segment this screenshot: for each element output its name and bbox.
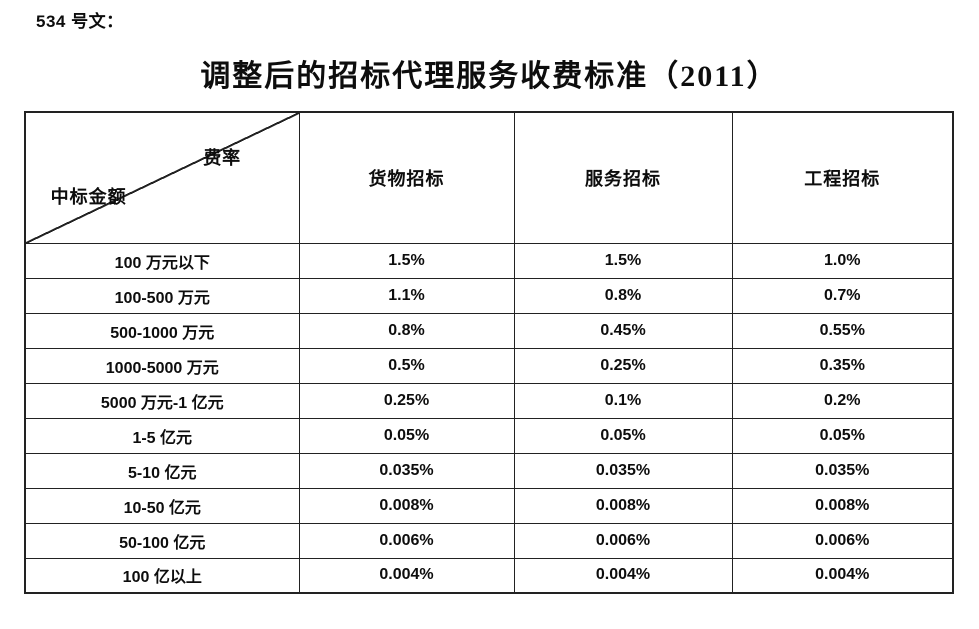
rate-value-cell: 0.2% xyxy=(731,382,954,419)
row-label-bid-amount-range: 10-50 亿元 xyxy=(24,487,300,524)
row-label-bid-amount-range: 100 万元以下 xyxy=(24,242,300,279)
page-title: 调整后的招标代理服务收费标准（2011） xyxy=(200,60,779,93)
fee-rate-table: 费率 中标金额 货物招标 服务招标 工程招标 100 万元以下 1.5% 1.5% 1… xyxy=(24,111,954,594)
table-row: 5-10 亿元 0.035% 0.035% 0.035% xyxy=(24,452,954,489)
rate-value-cell: 0.008% xyxy=(731,487,954,524)
table-row: 100 亿以上 0.004% 0.004% 0.004% xyxy=(24,557,954,594)
rate-value-cell: 0.006% xyxy=(298,522,515,559)
rate-value-cell: 0.1% xyxy=(513,382,733,419)
rate-value-cell: 0.008% xyxy=(513,487,733,524)
rate-value-cell: 0.006% xyxy=(731,522,954,559)
row-label-bid-amount-range: 100 亿以上 xyxy=(24,557,300,594)
rate-value-cell: 1.0% xyxy=(731,242,954,279)
rate-value-cell: 0.5% xyxy=(298,347,515,384)
rate-value-cell: 0.7% xyxy=(731,277,954,314)
rate-value-cell: 0.035% xyxy=(298,452,515,489)
table-row: 100-500 万元 1.1% 0.8% 0.7% xyxy=(24,277,954,314)
table-body: 100 万元以下 1.5% 1.5% 1.0% 100-500 万元 1.1% 0.8% 0.… xyxy=(24,242,954,594)
corner-label-rate: 费率 xyxy=(203,148,242,169)
table-row: 500-1000 万元 0.8% 0.45% 0.55% xyxy=(24,312,954,349)
rate-value-cell: 0.45% xyxy=(513,312,733,349)
table-header-row: 费率 中标金额 货物招标 服务招标 工程招标 xyxy=(24,111,954,244)
row-label-bid-amount-range: 1000-5000 万元 xyxy=(24,347,300,384)
rate-value-cell: 0.05% xyxy=(513,417,733,454)
row-label-bid-amount-range: 5000 万元-1 亿元 xyxy=(24,382,300,419)
rate-value-cell: 1.5% xyxy=(298,242,515,279)
doc-ref-label: 534 号文： xyxy=(36,12,124,31)
rate-value-cell: 0.8% xyxy=(513,277,733,314)
table-row: 100 万元以下 1.5% 1.5% 1.0% xyxy=(24,242,954,279)
rate-value-cell: 0.55% xyxy=(731,312,954,349)
rate-value-cell: 0.25% xyxy=(298,382,515,419)
diagonal-divider-line xyxy=(26,113,299,243)
corner-cell: 费率 中标金额 xyxy=(24,111,300,244)
rate-value-cell: 1.1% xyxy=(298,277,515,314)
rate-value-cell: 1.5% xyxy=(513,242,733,279)
rate-value-cell: 0.05% xyxy=(298,417,515,454)
table-row: 50-100 亿元 0.006% 0.006% 0.006% xyxy=(24,522,954,559)
rate-value-cell: 0.25% xyxy=(513,347,733,384)
rate-value-cell: 0.035% xyxy=(731,452,954,489)
table-row: 5000 万元-1 亿元 0.25% 0.1% 0.2% xyxy=(24,382,954,419)
rate-value-cell: 0.004% xyxy=(298,557,515,594)
table-row: 1000-5000 万元 0.5% 0.25% 0.35% xyxy=(24,347,954,384)
row-label-bid-amount-range: 50-100 亿元 xyxy=(24,522,300,559)
column-header-engineering-bidding: 工程招标 xyxy=(731,111,954,244)
row-label-bid-amount-range: 5-10 亿元 xyxy=(24,452,300,489)
table-row: 1-5 亿元 0.05% 0.05% 0.05% xyxy=(24,417,954,454)
rate-value-cell: 0.004% xyxy=(513,557,733,594)
column-header-service-bidding: 服务招标 xyxy=(513,111,733,244)
row-label-bid-amount-range: 100-500 万元 xyxy=(24,277,300,314)
rate-value-cell: 0.05% xyxy=(731,417,954,454)
rate-value-cell: 0.008% xyxy=(298,487,515,524)
table-row: 10-50 亿元 0.008% 0.008% 0.008% xyxy=(24,487,954,524)
column-header-goods-bidding: 货物招标 xyxy=(298,111,515,244)
rate-value-cell: 0.8% xyxy=(298,312,515,349)
rate-value-cell: 0.035% xyxy=(513,452,733,489)
corner-label-bid-amount: 中标金额 xyxy=(50,186,127,207)
row-label-bid-amount-range: 500-1000 万元 xyxy=(24,312,300,349)
row-label-bid-amount-range: 1-5 亿元 xyxy=(24,417,300,454)
rate-value-cell: 0.006% xyxy=(513,522,733,559)
rate-value-cell: 0.35% xyxy=(731,347,954,384)
rate-value-cell: 0.004% xyxy=(731,557,954,594)
